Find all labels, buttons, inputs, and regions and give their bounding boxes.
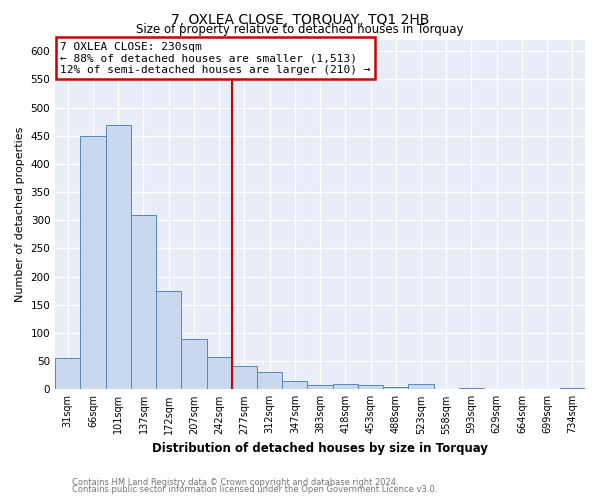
Bar xyxy=(80,136,106,390)
Bar xyxy=(282,381,307,390)
Text: 7 OXLEA CLOSE: 230sqm
← 88% of detached houses are smaller (1,513)
12% of semi-d: 7 OXLEA CLOSE: 230sqm ← 88% of detached … xyxy=(61,42,371,75)
Bar xyxy=(409,384,434,390)
Bar xyxy=(307,386,332,390)
Bar xyxy=(383,387,409,390)
Bar xyxy=(156,290,181,390)
Text: Contains HM Land Registry data © Crown copyright and database right 2024.: Contains HM Land Registry data © Crown c… xyxy=(72,478,398,487)
Y-axis label: Number of detached properties: Number of detached properties xyxy=(15,127,25,302)
Bar xyxy=(358,386,383,390)
Bar xyxy=(332,384,358,390)
Text: Contains public sector information licensed under the Open Government Licence v3: Contains public sector information licen… xyxy=(72,486,437,494)
Text: 7, OXLEA CLOSE, TORQUAY, TQ1 2HB: 7, OXLEA CLOSE, TORQUAY, TQ1 2HB xyxy=(171,12,429,26)
Bar xyxy=(257,372,282,390)
Bar xyxy=(55,358,80,390)
Bar xyxy=(181,338,206,390)
Bar xyxy=(459,388,484,390)
Bar xyxy=(131,214,156,390)
Bar xyxy=(560,388,585,390)
Bar xyxy=(106,124,131,390)
X-axis label: Distribution of detached houses by size in Torquay: Distribution of detached houses by size … xyxy=(152,442,488,455)
Bar xyxy=(206,356,232,390)
Text: Size of property relative to detached houses in Torquay: Size of property relative to detached ho… xyxy=(136,22,464,36)
Bar xyxy=(232,366,257,390)
